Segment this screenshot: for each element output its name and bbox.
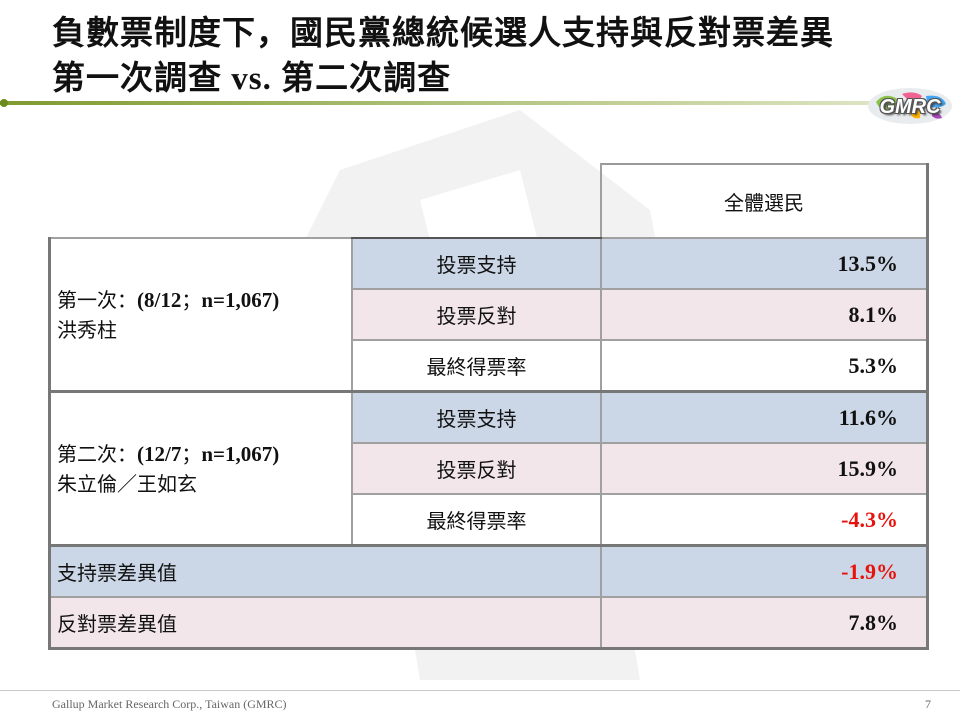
- table-row: 最終得票率 -4.3%: [50, 493, 929, 547]
- logo-text: GMRC: [879, 96, 941, 118]
- row-label: 最終得票率: [351, 493, 602, 547]
- table-row: 投票反對 15.9%: [50, 442, 929, 495]
- title-line-2: 第一次調查 vs. 第二次調查: [52, 55, 834, 102]
- header-blank-cell: [352, 164, 602, 239]
- row-value: 11.6%: [600, 390, 929, 444]
- row-label: 投票支持: [351, 237, 602, 290]
- title-first-survey: 第一次調查: [52, 58, 222, 97]
- world-map-icon: [868, 88, 952, 124]
- table-header-row: 全體選民: [50, 163, 929, 239]
- row-value: 8.1%: [600, 288, 929, 341]
- table-row: 支持票差異值 -1.9%: [48, 544, 929, 598]
- survey-table: 全體選民 第一次：(8/12；n=1,067) 洪秀柱 投票支持 13.5% 投…: [48, 163, 929, 650]
- table-row: 投票反對 8.1%: [50, 288, 929, 341]
- group-label-line: 第一次：(8/12；n=1,067): [57, 285, 351, 315]
- group-sample: n=1,067): [201, 287, 280, 312]
- group-date: (12/7: [137, 441, 182, 466]
- row-value: 15.9%: [600, 442, 929, 495]
- page-number: 7: [925, 697, 931, 711]
- table-row: 第二次：(12/7；n=1,067) 朱立倫／王如玄 投票支持 11.6%: [48, 390, 929, 547]
- title-vs: vs.: [222, 61, 282, 97]
- table-row: 反對票差異值 7.8%: [48, 596, 929, 650]
- row-label: 投票反對: [351, 288, 602, 341]
- row-value: 13.5%: [600, 237, 929, 290]
- footer-company: Gallup Market Research Corp., Taiwan (GM…: [52, 697, 287, 711]
- group-label-second: 第二次：(12/7；n=1,067) 朱立倫／王如玄: [48, 390, 353, 547]
- slide-title: 負數票制度下，國民黨總統候選人支持與反對票差異 第一次調查 vs. 第二次調查: [52, 10, 834, 102]
- title-underline-dot: [0, 99, 8, 107]
- title-line-1: 負數票制度下，國民黨總統候選人支持與反對票差異: [52, 13, 834, 52]
- group-candidate: 朱立倫／王如玄: [57, 471, 197, 496]
- group-label-first: 第一次：(8/12；n=1,067) 洪秀柱: [48, 237, 353, 393]
- group-prefix: 第一次：: [57, 287, 137, 312]
- group-prefix: 第二次：: [57, 441, 137, 466]
- row-label: 投票支持: [351, 390, 602, 444]
- oppose-diff-value: 7.8%: [600, 596, 929, 650]
- group-sep: ；: [181, 441, 202, 466]
- column-header-all-voters: 全體選民: [600, 163, 929, 239]
- gmrc-logo: GMRC: [866, 84, 954, 128]
- oppose-diff-label: 反對票差異值: [48, 596, 602, 650]
- group-date: (8/12: [137, 287, 182, 312]
- header-blank-cell: [50, 164, 353, 238]
- row-label: 最終得票率: [351, 339, 602, 393]
- support-diff-value: -1.9%: [600, 544, 929, 598]
- row-label: 投票反對: [351, 442, 602, 495]
- table-row: 第一次：(8/12；n=1,067) 洪秀柱 投票支持 13.5%: [48, 237, 929, 393]
- row-value-negative: -4.3%: [600, 493, 929, 547]
- title-second-survey: 第二次調查: [281, 58, 452, 97]
- group-label-line: 第二次：(12/7；n=1,067): [57, 439, 351, 469]
- table-row: 最終得票率 5.3%: [50, 339, 929, 393]
- group-candidate: 洪秀柱: [57, 317, 117, 342]
- footer-divider: [0, 690, 960, 691]
- group-sep: ；: [181, 287, 202, 312]
- group-sample: n=1,067): [201, 441, 280, 466]
- title-underline: [0, 101, 900, 105]
- support-diff-label: 支持票差異值: [48, 544, 602, 598]
- row-value: 5.3%: [600, 339, 929, 393]
